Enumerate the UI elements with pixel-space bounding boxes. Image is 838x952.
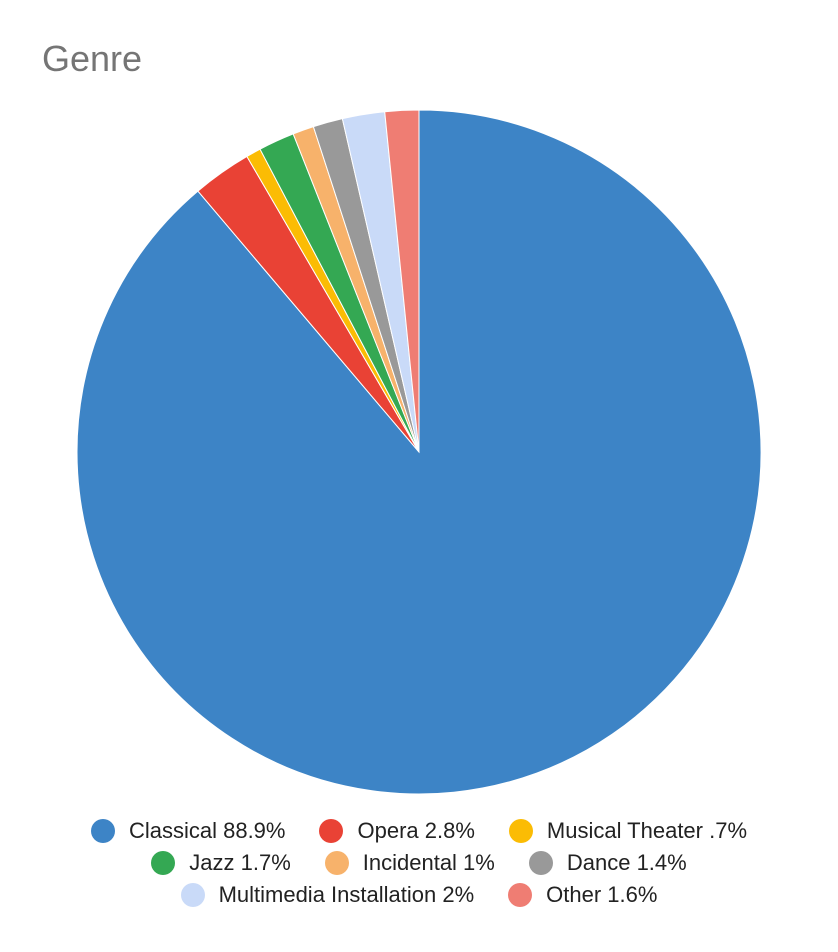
legend-label-musical-theater: Musical Theater .7% <box>546 818 748 843</box>
legend-marker-dance <box>528 851 553 875</box>
legend-marker-jazz <box>151 851 176 875</box>
legend-item-other[interactable]: Other 1.6% <box>508 882 657 908</box>
legend-item-dance[interactable]: Dance 1.4% <box>528 850 687 876</box>
legend-item-incidental[interactable]: Incidental 1% <box>324 850 495 876</box>
legend-label-dance: Dance 1.4% <box>566 850 687 875</box>
legend-row: Jazz 1.7% Incidental 1% Dance 1.4% <box>0 847 838 879</box>
legend-marker-classical <box>90 819 115 843</box>
legend-label-opera: Opera 2.8% <box>357 818 475 843</box>
legend-marker-musical-theater <box>508 819 533 843</box>
chart-title: Genre <box>42 38 143 79</box>
legend-item-multimedia-installation[interactable]: Multimedia Installation 2% <box>180 882 475 908</box>
legend-label-jazz: Jazz 1.7% <box>189 850 291 875</box>
pie-slice-other[interactable] <box>384 109 420 453</box>
legend-row: Classical 88.9% Opera 2.8% Musical Theat… <box>0 815 838 847</box>
legend-item-jazz[interactable]: Jazz 1.7% <box>151 850 291 876</box>
chart-legend: Classical 88.9% Opera 2.8% Musical Theat… <box>0 815 838 911</box>
legend-label-multimedia-installation: Multimedia Installation 2% <box>218 882 475 907</box>
legend-marker-multimedia-installation <box>180 883 205 907</box>
legend-label-other: Other 1.6% <box>546 882 658 907</box>
legend-label-classical: Classical 88.9% <box>128 818 286 843</box>
legend-label-incidental: Incidental 1% <box>362 850 495 875</box>
legend-row: Multimedia Installation 2% Other 1.6% <box>0 879 838 911</box>
legend-item-classical[interactable]: Classical 88.9% <box>90 818 286 844</box>
legend-item-musical-theater[interactable]: Musical Theater .7% <box>508 818 748 844</box>
legend-marker-other <box>508 883 533 907</box>
legend-item-opera[interactable]: Opera 2.8% <box>319 818 475 844</box>
legend-marker-incidental <box>324 851 349 875</box>
legend-marker-opera <box>319 819 344 843</box>
